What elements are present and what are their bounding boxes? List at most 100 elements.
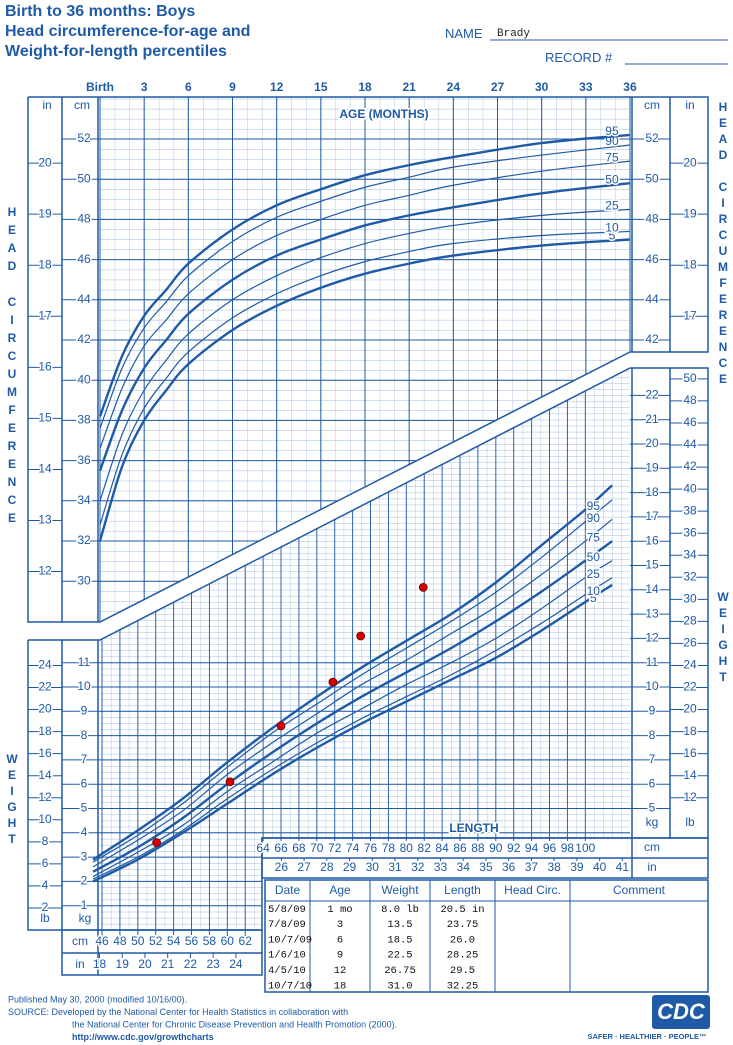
y-tick-label: 14: [38, 768, 52, 782]
y-tick-label: 46: [683, 415, 697, 429]
x-tick-label: 29: [343, 860, 357, 874]
x-tick-label: 66: [274, 841, 288, 855]
table-cell: 1/6/10: [268, 950, 306, 962]
y-tick-label: 5: [81, 801, 88, 815]
y-tick-label: 16: [38, 360, 52, 374]
y-tick-label: 42: [683, 459, 697, 473]
y-tick-label: 48: [77, 212, 91, 226]
x-tick-label: 88: [471, 841, 485, 855]
x-tick-label: 39: [570, 860, 584, 874]
unit-label: lb: [40, 911, 50, 925]
unit-label: kg: [646, 815, 659, 829]
y-tick-label: 20: [683, 155, 697, 169]
unit-label: cm: [74, 98, 90, 112]
y-tick-label: 50: [683, 371, 697, 385]
y-tick-label: 8: [81, 728, 88, 742]
table-header: Date: [275, 883, 301, 897]
y-tick-label: 18: [683, 257, 697, 271]
x-tick-label: 40: [593, 860, 607, 874]
table-header: Age: [329, 883, 351, 897]
unit-label: in: [75, 957, 84, 971]
percentile-curve: [92, 540, 613, 873]
unit-label: in: [42, 98, 51, 112]
percentile-curve: [92, 560, 613, 878]
title-line: Weight-for-length percentiles: [5, 43, 227, 60]
y-tick-label: 19: [38, 206, 52, 220]
x-tick-label: 74: [346, 841, 360, 855]
y-tick-label: 18: [645, 485, 659, 499]
y-tick-label: 19: [645, 460, 659, 474]
y-tick-label: 11: [78, 655, 91, 669]
axis-label: HEAD CIRCUMFERENCE: [716, 100, 730, 388]
axis-label: WEIGHT: [716, 590, 730, 686]
title-line: Head circumference-for-age and: [5, 23, 251, 40]
y-tick-label: 44: [645, 292, 659, 306]
y-tick-label: 9: [81, 703, 88, 717]
curve-label: 75: [605, 150, 619, 164]
x-tick-label: 23: [206, 957, 220, 971]
x-tick-label: 24: [447, 80, 461, 94]
footer-text: http://www.cdc.gov/growthcharts: [72, 1032, 214, 1042]
x-tick-label: 84: [435, 841, 449, 855]
x-tick-label: 30: [366, 860, 380, 874]
table-header: Comment: [613, 883, 666, 897]
unit-label: cm: [72, 934, 88, 948]
x-tick-label: 35: [479, 860, 493, 874]
x-tick-label: 15: [314, 80, 328, 94]
unit-label: in: [685, 98, 694, 112]
title-line: Birth to 36 months: Boys: [5, 3, 196, 20]
x-tick-label: 70: [310, 841, 324, 855]
table-cell: 28.25: [447, 950, 479, 962]
y-tick-label: 6: [81, 776, 88, 790]
y-tick-label: 2: [42, 900, 49, 914]
y-tick-label: 48: [683, 393, 697, 407]
y-tick-label: 40: [683, 481, 697, 495]
x-tick-label: 72: [328, 841, 342, 855]
logo-box: [652, 995, 710, 1029]
curve-label: 95: [605, 124, 619, 138]
x-tick-label: 22: [184, 957, 198, 971]
y-tick-label: 16: [38, 746, 52, 760]
y-tick-label: 22: [645, 388, 659, 402]
x-tick-label: 92: [507, 841, 521, 855]
table-cell: 3: [337, 919, 343, 931]
footer-text: Published May 30, 2000 (modified 10/16/0…: [8, 994, 187, 1004]
logo: CDC: [657, 999, 706, 1024]
data-point: [225, 777, 235, 787]
y-tick-label: 10: [38, 812, 52, 826]
y-tick-label: 14: [645, 582, 659, 596]
y-tick-label: 16: [683, 746, 697, 760]
x-tick-label: 28: [320, 860, 334, 874]
x-tick-label: 62: [239, 934, 253, 948]
y-tick-label: 17: [38, 308, 52, 322]
y-tick-label: 8: [649, 728, 656, 742]
x-tick-label: 60: [221, 934, 235, 948]
y-tick-label: 20: [38, 702, 52, 716]
y-tick-label: 8: [42, 834, 49, 848]
y-tick-label: 12: [38, 564, 52, 578]
y-tick-label: 34: [77, 493, 91, 507]
table-cell: 26.75: [384, 965, 416, 977]
curve-label: 10: [587, 584, 601, 598]
y-tick-label: 46: [77, 252, 91, 266]
axis-label: LENGTH: [449, 821, 498, 835]
x-tick-label: 98: [561, 841, 575, 855]
percentile-curve: [98, 182, 631, 472]
table-cell: 29.5: [450, 965, 475, 977]
y-tick-label: 46: [645, 252, 659, 266]
data-point: [356, 631, 366, 641]
unit-label: lb: [685, 815, 695, 829]
x-tick-label: 3: [141, 80, 148, 94]
x-tick-label: 38: [547, 860, 561, 874]
x-tick-label: 6: [185, 80, 192, 94]
percentile-curve: [99, 208, 631, 501]
y-tick-label: 9: [649, 703, 656, 717]
curve-label: 5: [590, 591, 597, 605]
y-tick-label: 7: [649, 752, 656, 766]
curve-label: 5: [609, 229, 616, 243]
percentile-curve: [99, 144, 631, 429]
percentile-curve: [92, 577, 613, 880]
x-tick-label: 96: [543, 841, 557, 855]
y-tick-label: 16: [645, 533, 659, 547]
